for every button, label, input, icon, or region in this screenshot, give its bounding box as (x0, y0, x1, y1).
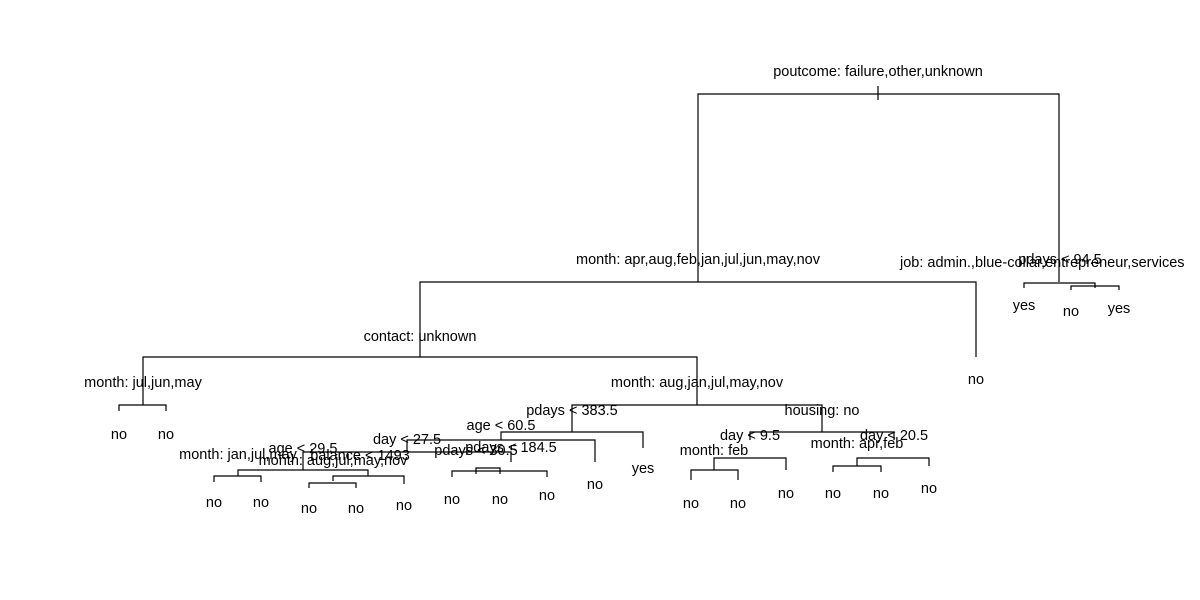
leaf-no-8: no (444, 492, 460, 508)
branch-day-95 (713, 457, 787, 470)
leaf-no-5: no (301, 501, 317, 517)
branch-root (697, 93, 1060, 282)
branch-month-jul-jun-may (118, 404, 167, 411)
split-month-jan-jul-may: month: jan,jul,may (179, 447, 297, 463)
split-balance-1493: balance < 1493 (310, 448, 410, 464)
split-day-205: day < 20.5 (860, 428, 928, 444)
branch-housing (749, 431, 895, 440)
split-pdays-945: pdays < 94.5 (1018, 252, 1101, 268)
split-month-1: month: apr,aug,feb,jan,jul,jun,may,nov (576, 252, 821, 268)
branch-contact (142, 356, 698, 405)
split-job: job: admin.,blue-collar,entrepreneur,ser… (899, 255, 1185, 271)
split-pdays-1845: pdays < 184.5 (465, 440, 557, 456)
branch-jan-jul-may-leaves (213, 475, 262, 482)
split-day-275: day < 27.5 (373, 432, 441, 448)
split-day-95: day < 9.5 (720, 428, 780, 444)
leaf-no-18: no (921, 481, 937, 497)
branch-pdays-3835 (500, 431, 644, 448)
branch-pdays-945-sub (1070, 285, 1120, 290)
leaf-no-14: no (730, 496, 746, 512)
split-root: poutcome: failure,other,unknown (773, 64, 983, 80)
branch-month-jan-jul-may (237, 469, 369, 476)
leaf-no-7: no (396, 498, 412, 514)
branch-day-205 (856, 457, 930, 466)
split-month-jul-jun-may: month: jul,jun,may (84, 375, 202, 391)
leaf-pdays-945-no: no (1063, 304, 1079, 320)
split-pdays-305: pdays < 30.5 (434, 443, 517, 459)
leaf-no-3: no (206, 495, 222, 511)
leaf-no-9: no (492, 492, 508, 508)
split-contact: contact: unknown (364, 329, 477, 345)
leaf-no-6: no (348, 501, 364, 517)
split-month-apr-feb: month: apr,feb (811, 436, 904, 452)
split-pdays-3835: pdays < 383.5 (526, 403, 618, 419)
branch-month-feb (690, 469, 739, 480)
split-month-feb: month: feb (680, 443, 749, 459)
split-housing: housing: no (785, 403, 860, 419)
branch-month-aug-jan (571, 404, 823, 432)
split-age-605: age < 60.5 (467, 418, 536, 434)
leaf-no-15: no (778, 486, 794, 502)
leaf-no-16: no (825, 486, 841, 502)
branch-day-275 (302, 451, 512, 466)
leaf-no-1: no (111, 427, 127, 443)
leaf-yes-1: yes (632, 461, 655, 477)
leaf-no-11: no (587, 477, 603, 493)
branch-age-605 (406, 439, 596, 462)
branch-month-apr-feb (832, 465, 882, 472)
leaf-no-10: no (539, 488, 555, 504)
leaf-no-13: no (683, 496, 699, 512)
leaf-no-2: no (158, 427, 174, 443)
leaf-job-no: no (968, 372, 984, 388)
branch-balance-leaves (332, 475, 405, 484)
leaf-pdays-945-yes-2: yes (1108, 301, 1131, 317)
branch-month-1 (419, 281, 977, 357)
leaf-pdays-945-yes: yes (1013, 298, 1036, 314)
split-age-295: age < 29.5 (269, 441, 338, 457)
split-month-aug-jul-may-nov: month: aug,jul,may,nov (259, 453, 409, 469)
split-month-aug-jan: month: aug,jan,jul,may,nov (611, 375, 784, 391)
branch-aug-jul-leaves (308, 482, 357, 488)
leaf-no-4: no (253, 495, 269, 511)
leaf-no-17: no (873, 486, 889, 502)
branch-pdays-1845 (475, 467, 501, 474)
